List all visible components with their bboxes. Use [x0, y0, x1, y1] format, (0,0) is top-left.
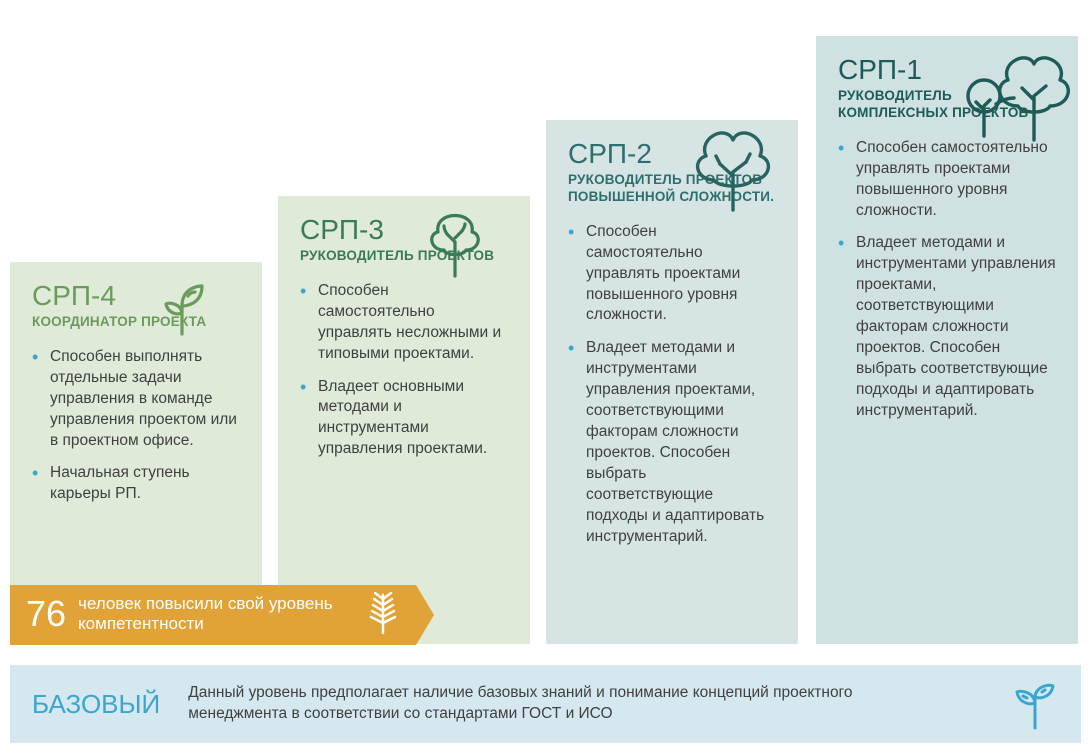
footer-bar: БАЗОВЫЙ Данный уровень предполагает нали…	[10, 665, 1081, 743]
plant-small-tree-icon	[420, 198, 490, 285]
stat-number: 76	[26, 596, 66, 632]
plant-forest-icon	[956, 50, 1076, 149]
column-srp1: СРП-1 РУКОВОДИТЕЛЬ КОМПЛЕКСНЫХ ПРОЕКТОВ …	[816, 36, 1078, 644]
wheat-icon	[362, 589, 404, 640]
column-srp3: СРП-3 РУКОВОДИТЕЛЬ ПРОЕКТОВ Способен сам…	[278, 196, 530, 644]
column-header: СРП-3 РУКОВОДИТЕЛЬ ПРОЕКТОВ	[300, 216, 508, 265]
bullet-item: Способен самостоятельно управлять проект…	[838, 138, 1056, 222]
infographic-canvas: СРП-4 КООРДИНАТОР ПРОЕКТА Способен выпол…	[0, 0, 1091, 753]
stat-text: человек повысили свой уровень компетентн…	[78, 594, 348, 635]
footer-description: Данный уровень предполагает наличие базо…	[188, 683, 908, 725]
bullet-item: Владеет методами и инструментами управле…	[568, 338, 776, 547]
stat-badge: 76 человек повысили свой уровень компете…	[10, 585, 416, 645]
plant-sprout-icon	[152, 276, 212, 345]
bullet-list: Способен выполнять отдельные задачи упра…	[32, 347, 240, 505]
bullet-item: Начальная ступень карьеры РП.	[32, 463, 240, 505]
plant-big-tree-icon	[690, 122, 776, 219]
bullet-item: Способен самостоятельно управлять проект…	[568, 222, 776, 327]
sprout-footer-icon	[1011, 674, 1059, 735]
footer-title: БАЗОВЫЙ	[32, 689, 160, 720]
column-srp2: СРП-2 РУКОВОДИТЕЛЬ ПРОЕКТОВ ПОВЫШЕННОЙ С…	[546, 120, 798, 644]
column-header: СРП-1 РУКОВОДИТЕЛЬ КОМПЛЕКСНЫХ ПРОЕКТОВ	[838, 56, 1056, 122]
bullet-item: Владеет методами и инструментами управле…	[838, 233, 1056, 421]
bullet-list: Способен самостоятельно управлять проект…	[568, 222, 776, 548]
bullet-item: Способен самостоятельно управлять неслож…	[300, 281, 508, 365]
bullet-item: Владеет основными методами и инструмента…	[300, 377, 508, 461]
bullet-item: Способен выполнять отдельные задачи упра…	[32, 347, 240, 452]
bullet-list: Способен самостоятельно управлять неслож…	[300, 281, 508, 460]
bullet-list: Способен самостоятельно управлять проект…	[838, 138, 1056, 422]
column-header: СРП-2 РУКОВОДИТЕЛЬ ПРОЕКТОВ ПОВЫШЕННОЙ С…	[568, 140, 776, 206]
column-header: СРП-4 КООРДИНАТОР ПРОЕКТА	[32, 282, 240, 331]
